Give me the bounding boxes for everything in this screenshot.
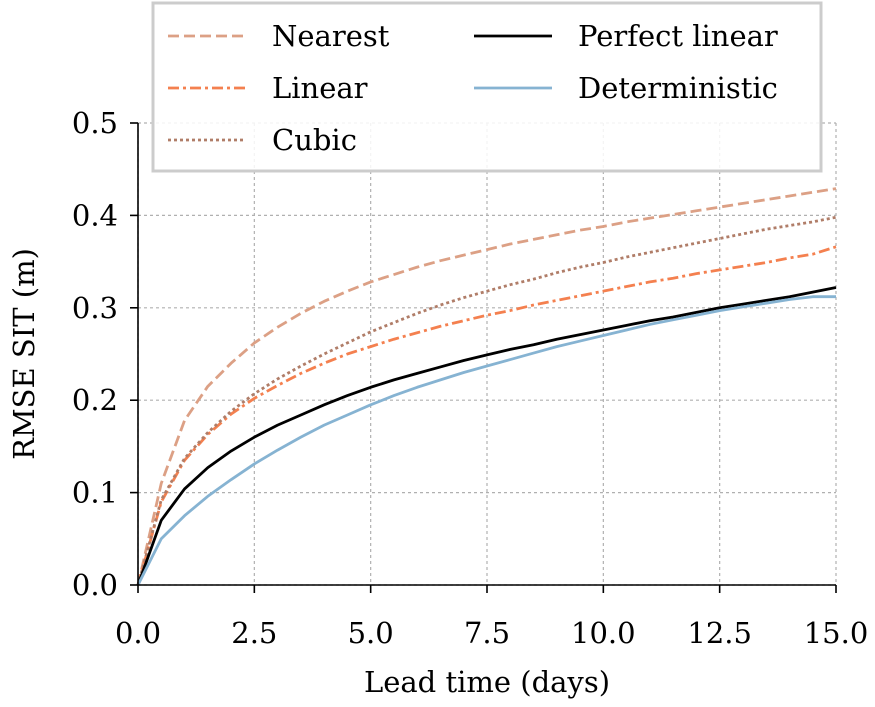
series-line-deterministic — [136, 295, 836, 586]
series-line-linear — [136, 245, 837, 586]
x-tick-label: 0.0 — [115, 616, 161, 650]
y-tick-label: 0.3 — [72, 291, 118, 325]
x-tick-label: 2.5 — [231, 616, 277, 650]
x-tick-label: 12.5 — [687, 616, 752, 650]
x-tick-label: 10.0 — [571, 616, 636, 650]
legend-label: Deterministic — [578, 71, 778, 105]
y-tick-label: 0.2 — [72, 383, 118, 417]
x-tick-label: 15.0 — [804, 616, 869, 650]
x-tick-label: 5.0 — [348, 616, 394, 650]
x-axis-label: Lead time (days) — [364, 665, 610, 699]
y-tick-label: 0.4 — [72, 198, 118, 232]
y-tick-label: 0.5 — [72, 106, 118, 140]
series-line-perfect-linear — [136, 286, 837, 586]
series-line-cubic — [136, 215, 837, 586]
legend-label: Linear — [272, 71, 368, 105]
y-tick-label: 0.0 — [72, 568, 118, 602]
series-lines — [136, 187, 837, 586]
series-line-nearest — [136, 187, 837, 586]
legend-label: Nearest — [272, 19, 390, 53]
legend-label: Cubic — [272, 123, 357, 157]
legend: Nearest Linear Cubic Perfect linear Determin… — [151, 1, 823, 173]
legend-label: Perfect linear — [578, 19, 778, 53]
x-tick-label: 7.5 — [464, 616, 510, 650]
y-ticks: 0.0 0.1 0.2 0.3 0.4 0.5 — [72, 106, 138, 602]
y-tick-label: 0.1 — [72, 476, 118, 510]
x-ticks: 0.0 2.5 5.0 7.5 10.0 12.5 15.0 — [115, 585, 868, 650]
y-axis-label: RMSE SIT (m) — [7, 248, 41, 460]
